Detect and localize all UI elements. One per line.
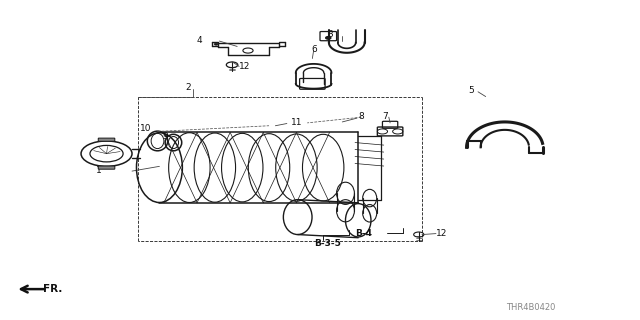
Text: 4: 4 — [197, 36, 203, 45]
FancyBboxPatch shape — [99, 166, 115, 169]
Text: 9: 9 — [162, 132, 168, 141]
Text: 6: 6 — [312, 45, 317, 54]
Text: 3: 3 — [328, 29, 333, 39]
Text: FR.: FR. — [43, 284, 62, 294]
FancyBboxPatch shape — [99, 138, 115, 141]
Text: B-3-5: B-3-5 — [314, 239, 340, 248]
Text: 10: 10 — [140, 124, 152, 133]
Text: 1: 1 — [96, 166, 102, 175]
Text: 2: 2 — [185, 83, 191, 92]
Text: THR4B0420: THR4B0420 — [506, 303, 556, 312]
Text: 8: 8 — [358, 112, 364, 121]
Circle shape — [326, 36, 331, 39]
Text: 12: 12 — [436, 229, 447, 238]
Circle shape — [214, 43, 218, 45]
Text: B-4: B-4 — [355, 229, 372, 238]
Text: 12: 12 — [239, 62, 250, 71]
Text: 11: 11 — [291, 118, 303, 127]
Text: 7: 7 — [383, 112, 388, 121]
Text: 5: 5 — [468, 86, 474, 95]
